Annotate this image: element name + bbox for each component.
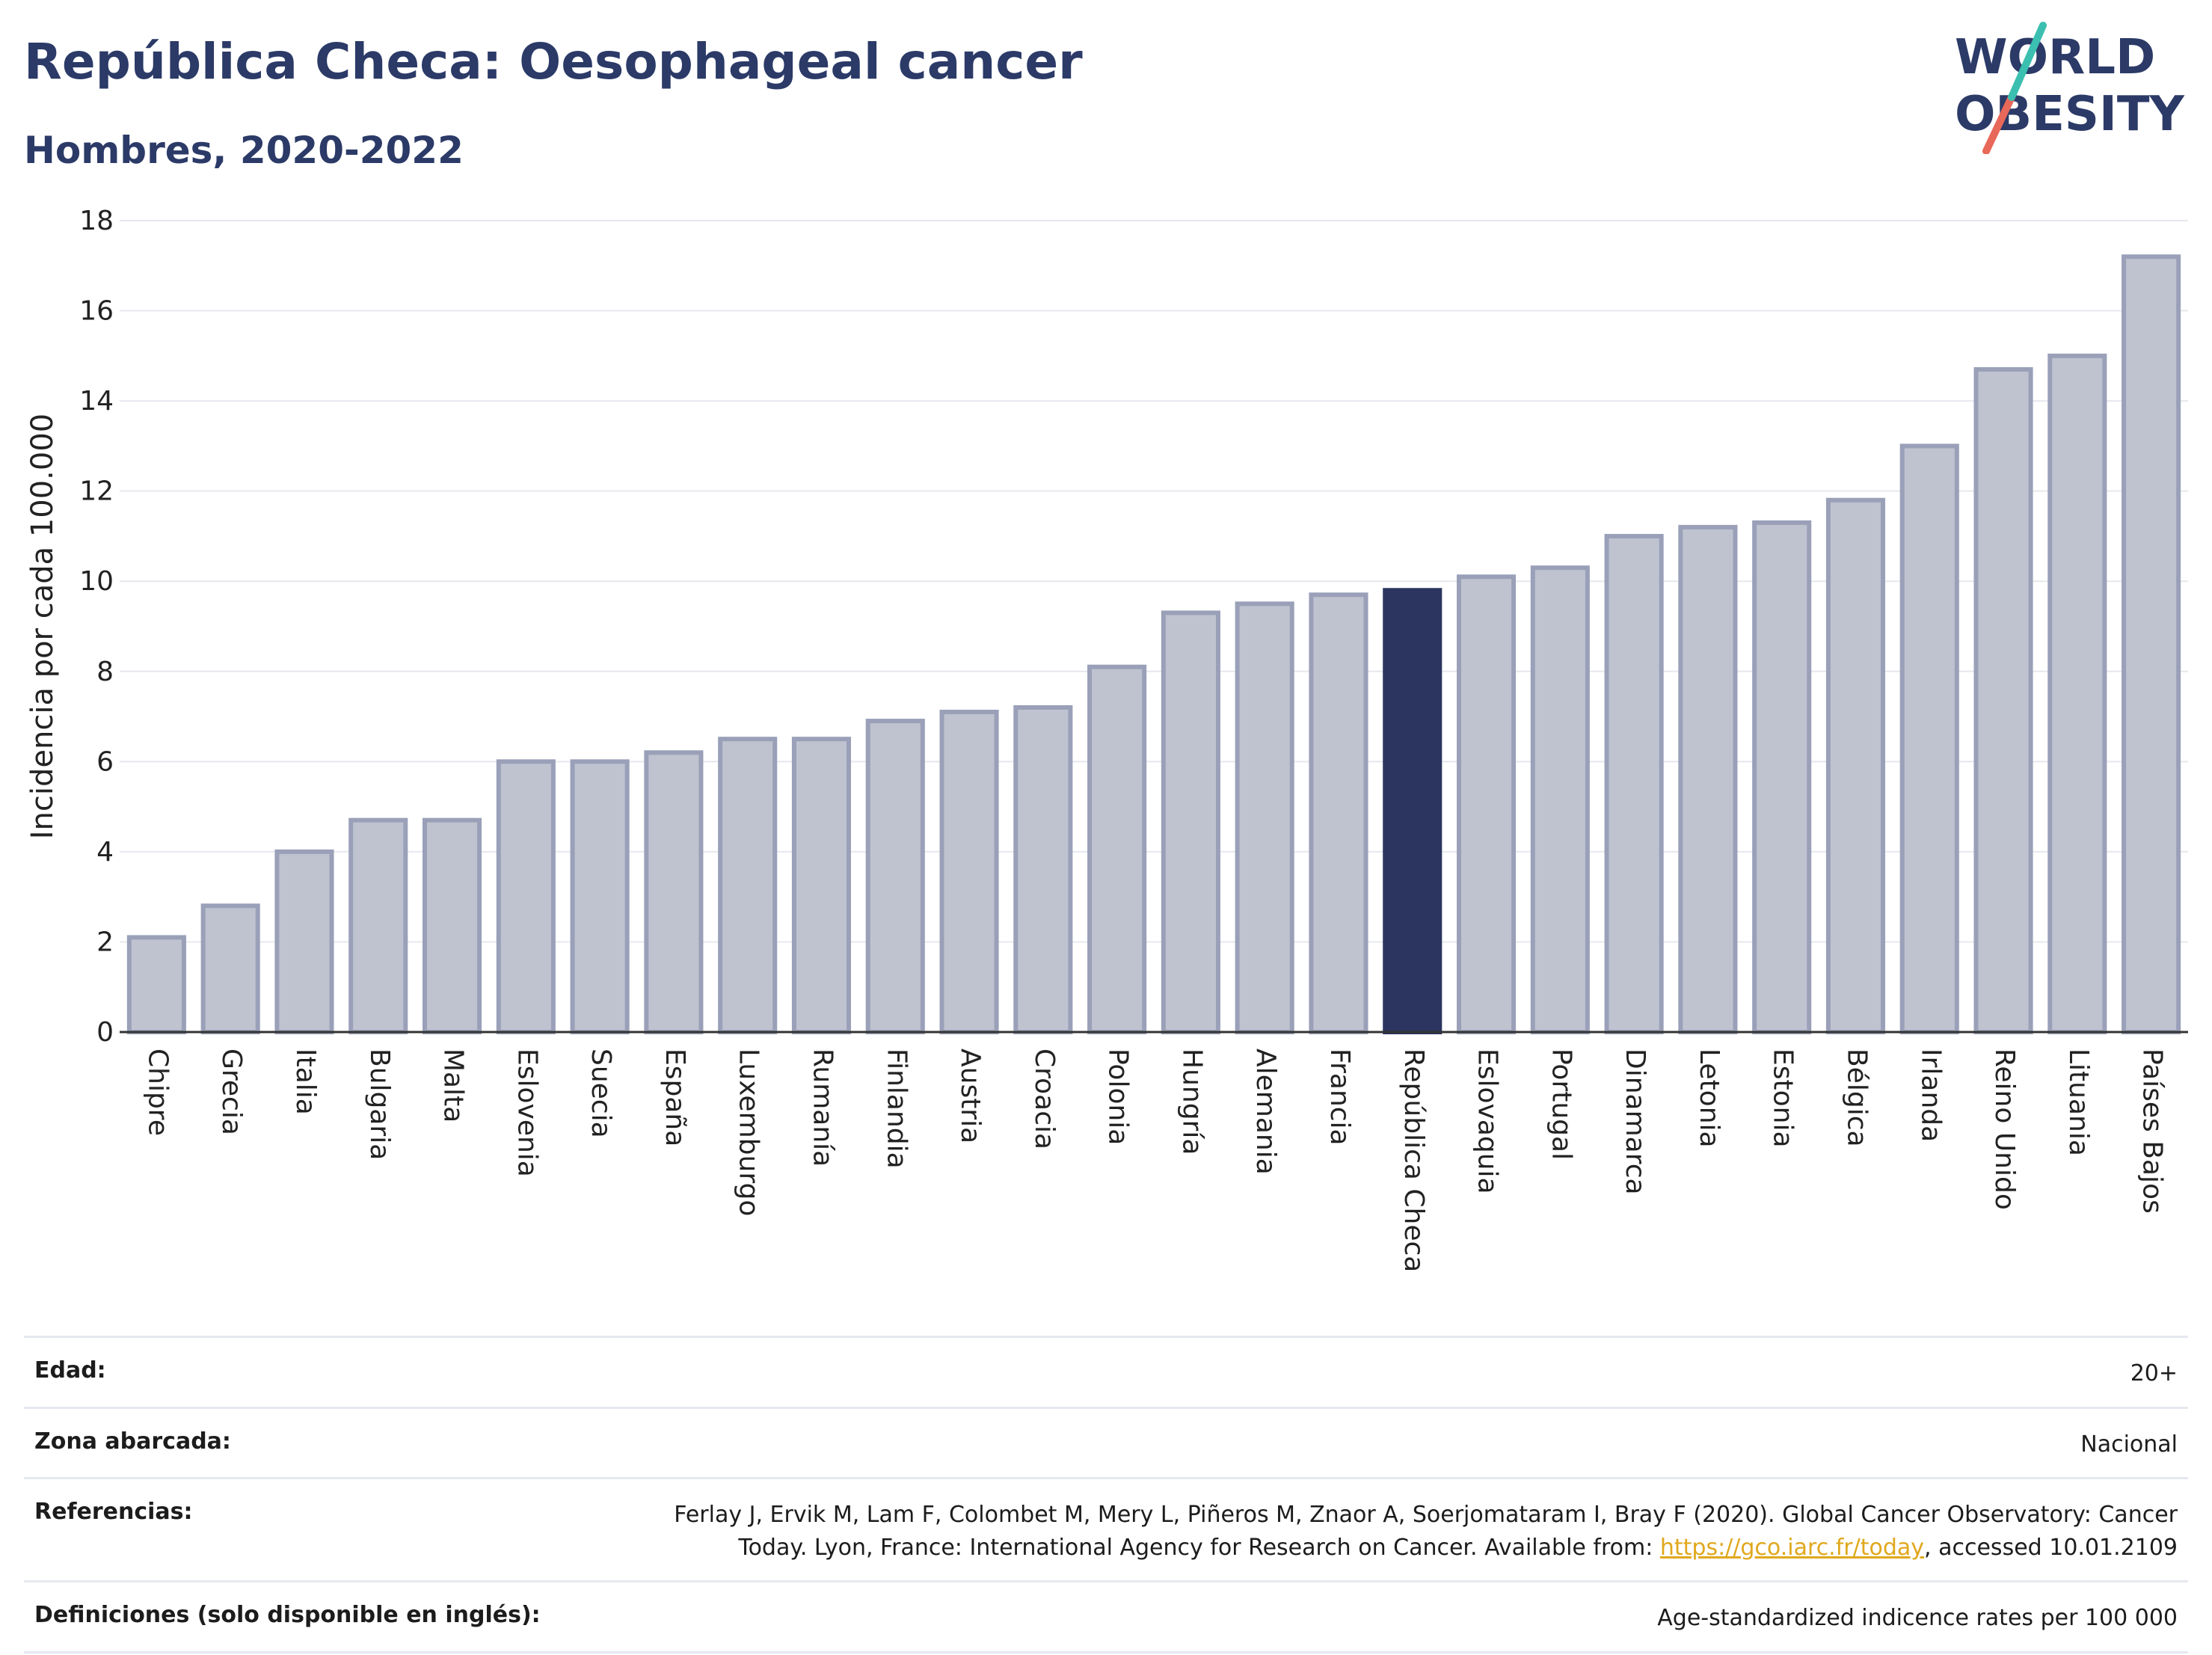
y-tick-label: 16 bbox=[79, 296, 114, 327]
bar bbox=[1235, 601, 1294, 1034]
x-tick-label: Reino Unido bbox=[1989, 1048, 2020, 1210]
bar bbox=[1309, 592, 1368, 1034]
x-tick-label: Grecia bbox=[216, 1048, 247, 1135]
info-row-definitions: Definiciones (solo disponible en inglés)… bbox=[24, 1580, 2188, 1654]
references-line-2-end: , accessed 10.01.2109 bbox=[1924, 1534, 2178, 1561]
x-tick-label: Suecia bbox=[586, 1048, 616, 1138]
info-table: Edad: 20+ Zona abarcada: Nacional Refere… bbox=[24, 1336, 2188, 1654]
bar bbox=[1087, 664, 1147, 1034]
x-tick-label: Austria bbox=[955, 1048, 986, 1143]
y-tick-label: 2 bbox=[96, 927, 114, 957]
references-line-1: Ferlay J, Ervik M, Lam F, Colombet M, Me… bbox=[674, 1502, 2178, 1528]
bar bbox=[865, 719, 925, 1034]
bar bbox=[1161, 610, 1220, 1034]
bar bbox=[422, 817, 482, 1034]
bar bbox=[1825, 497, 1886, 1034]
x-tick-label: República Checa bbox=[1398, 1048, 1429, 1272]
x-tick-label: Eslovaquia bbox=[1472, 1048, 1503, 1194]
info-row-references: Referencias: Ferlay J, Ervik M, Lam F, C… bbox=[24, 1477, 2188, 1580]
x-tick-label: Dinamarca bbox=[1620, 1048, 1650, 1195]
bar bbox=[1678, 524, 1738, 1034]
bar bbox=[2122, 254, 2181, 1035]
definitions-value: Age-standardized indicence rates per 100… bbox=[1657, 1605, 2178, 1631]
bar-highlighted bbox=[1383, 588, 1443, 1034]
x-tick-label: Letonia bbox=[1694, 1048, 1724, 1148]
chart-subtitle: Hombres, 2020-2022 bbox=[24, 129, 464, 172]
references-label: Referencias: bbox=[34, 1499, 193, 1525]
bar bbox=[1456, 574, 1517, 1034]
bar bbox=[348, 817, 408, 1034]
y-tick-label: 8 bbox=[96, 657, 114, 687]
bar bbox=[1604, 533, 1664, 1034]
age-label: Edad: bbox=[34, 1357, 106, 1384]
info-row-area: Zona abarcada: Nacional bbox=[24, 1406, 2188, 1478]
x-tick-label: Luxemburgo bbox=[734, 1048, 764, 1216]
x-tick-label: Hungría bbox=[1176, 1048, 1207, 1155]
y-tick-label: 18 bbox=[79, 206, 114, 236]
bar bbox=[2047, 353, 2107, 1035]
area-label: Zona abarcada: bbox=[34, 1428, 231, 1455]
age-value: 20+ bbox=[2130, 1360, 2178, 1387]
area-value: Nacional bbox=[2080, 1431, 2178, 1458]
svg-text:OBESITY: OBESITY bbox=[1955, 87, 2184, 142]
bar bbox=[496, 759, 556, 1034]
x-tick-label: Francia bbox=[1324, 1048, 1355, 1146]
x-tick-label: Bulgaria bbox=[364, 1048, 395, 1160]
bar bbox=[1973, 366, 2033, 1034]
x-tick-label: Alemania bbox=[1250, 1048, 1281, 1175]
x-tick-label: Irlanda bbox=[1915, 1048, 1946, 1142]
x-tick-label: Eslovenia bbox=[511, 1048, 542, 1177]
bar bbox=[1752, 520, 1812, 1035]
x-tick-label: Croacia bbox=[1029, 1048, 1060, 1149]
bar bbox=[200, 903, 260, 1034]
x-tick-label: Rumanía bbox=[807, 1048, 838, 1167]
x-tick-label: Portugal bbox=[1546, 1048, 1576, 1160]
y-tick-label: 0 bbox=[96, 1017, 114, 1048]
chart-title: República Checa: Oesophageal cancer bbox=[24, 33, 1083, 90]
bar bbox=[939, 710, 999, 1034]
x-tick-label: Malta bbox=[438, 1048, 469, 1123]
bar bbox=[644, 750, 704, 1034]
bar bbox=[1899, 443, 1959, 1034]
x-tick-label: Lituania bbox=[2063, 1048, 2094, 1156]
references-line-2-start: Today. Lyon, France: International Agenc… bbox=[738, 1534, 1660, 1561]
bar bbox=[570, 759, 630, 1034]
x-tick-label: Italia bbox=[290, 1048, 321, 1115]
x-tick-label: Bélgica bbox=[1841, 1048, 1872, 1147]
world-obesity-logo: WORLD OBESITY bbox=[1955, 22, 2184, 154]
y-tick-label: 6 bbox=[96, 746, 114, 777]
y-tick-label: 12 bbox=[79, 476, 114, 507]
y-tick-label: 14 bbox=[79, 386, 114, 417]
bar bbox=[791, 737, 852, 1034]
y-axis-title: Incidencia por cada 100.000 bbox=[25, 414, 60, 840]
svg-text:WORLD: WORLD bbox=[1955, 30, 2155, 85]
bar bbox=[1530, 565, 1590, 1034]
info-row-age: Edad: 20+ bbox=[24, 1336, 2188, 1407]
y-tick-label: 10 bbox=[79, 566, 114, 597]
x-tick-label: Chipre bbox=[142, 1048, 173, 1136]
definitions-label: Definiciones (solo disponible en inglés)… bbox=[34, 1602, 541, 1628]
x-tick-label: Finlandia bbox=[881, 1048, 912, 1169]
bar bbox=[126, 935, 186, 1035]
bar-chart: 0 2 4 6 8 10 12 14 16 18 Chipre Grecia Italia Bulgari… bbox=[25, 206, 2188, 1272]
bar bbox=[274, 849, 334, 1035]
bar bbox=[1013, 705, 1073, 1034]
x-tick-label: España bbox=[660, 1048, 690, 1146]
x-tick-label: Estonia bbox=[1768, 1048, 1798, 1148]
references-link[interactable]: https://gco.iarc.fr/today bbox=[1659, 1534, 1925, 1561]
x-tick-label: Polonia bbox=[1103, 1048, 1134, 1145]
references-value: Ferlay J, Ervik M, Lam F, Colombet M, Me… bbox=[674, 1499, 2178, 1564]
y-tick-label: 4 bbox=[96, 837, 114, 868]
bar bbox=[718, 737, 778, 1034]
x-tick-label: Países Bajos bbox=[2137, 1048, 2168, 1214]
